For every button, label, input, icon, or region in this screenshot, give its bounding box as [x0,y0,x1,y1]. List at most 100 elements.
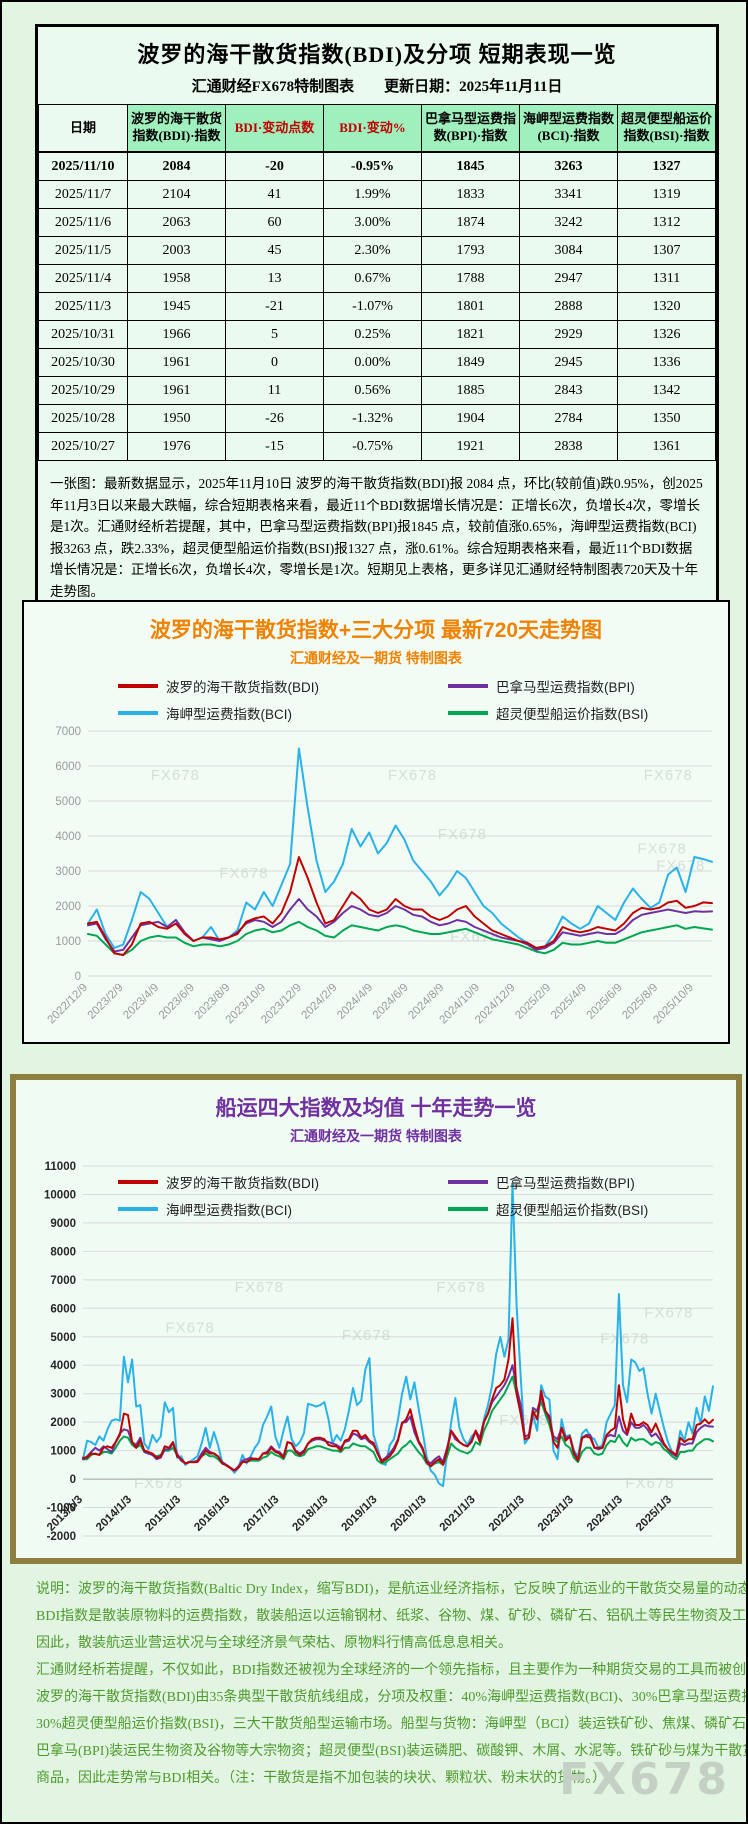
y-tick-label: 1000 [50,1446,76,1458]
table-header-row: 日期 波罗的海干散货 指数(BDI)·指数 BDI·变动点数 BDI·变动% 巴拿马型运… [38,104,716,153]
table-cell: 2025/10/27 [38,432,128,461]
table-cell: -1.07% [323,292,422,321]
table-cell: 2025/10/30 [38,348,128,377]
note-line: 30%超灵便型船运价指数(BSI)，三大干散货船型运输市场。船型与货物：海岬型（… [36,1717,748,1732]
table-note: 一张图：最新数据显示，2025年11月10日 波罗的海干散货指数(BDI)报 2… [50,476,703,599]
y-tick-label: 1000 [55,936,81,948]
chart-10y-legend: 波罗的海干散货指数(BDI) 巴拿马型运费指数(BPI) 海岬型运费指数(BCI) 超… [46,1172,706,1219]
table-cell: 2025/11/6 [38,208,128,237]
chart-720-title: 波罗的海干散货指数+三大分项 最新720天走势图 [149,619,603,642]
legend-item-bdi: 波罗的海干散货指数(BDI) [46,1172,376,1192]
table-cell: -0.95% [323,151,422,181]
table-row: 2025/10/31 1966 5 0.25% 1821 2929 1326 [38,320,716,349]
legend-item-bsi: 超灵便型船运价指数(BSI) [376,1199,706,1219]
y-tick-label: 5000 [55,796,81,808]
table-cell: 11 [225,376,324,405]
series-bdi [82,1317,714,1472]
table-subtitle: 汇通财经FX678特制图表 更新日期：2025年11月11日 [191,79,563,95]
column-header: BDI·变动% [323,104,422,153]
x-tick-label: 2022/12/9 [45,982,90,1027]
x-tick-label: 2018/1/3 [290,1494,330,1534]
legend-item-bci: 海岬型运费指数(BCI) [46,703,376,723]
table-row: 2025/10/29 1961 11 0.56% 1885 2843 1342 [38,376,716,405]
x-tick-label: 2016/1/3 [192,1494,232,1534]
table-cell: 1945 [127,292,226,321]
table-cell: 0 [225,348,324,377]
table-cell: 1976 [127,432,226,461]
fx678-watermark: FX678 [342,1327,391,1344]
fx678-watermark: FX678 [625,1475,674,1492]
table-cell: 60 [225,208,324,237]
column-header: BDI·变动点数 [225,104,324,153]
table-cell: -15 [225,432,324,461]
y-tick-label: 3000 [55,866,81,878]
y-tick-label: -2000 [47,1531,76,1543]
table-cell: 2084 [127,151,226,181]
fx678-watermark: FX678 [219,865,268,882]
x-tick-label: 2020/1/3 [389,1494,429,1534]
table-cell: 1319 [617,180,716,209]
series-bdi [87,856,713,956]
table-cell: 3084 [519,236,618,265]
table-row: 2025/10/30 1961 0 0.00% 1849 2945 1336 [38,348,716,377]
table-cell: 1833 [421,180,520,209]
note-line: BDI指数是散装原物料的运费指数，散装船运以运输钢材、纸浆、谷物、煤、矿砂、磷矿… [36,1609,747,1624]
fx678-watermark: FX678 [600,1331,649,1348]
x-tick-label: 2022/1/3 [487,1494,527,1534]
legend-label: 巴拿马型运费指数(BPI) [496,1176,635,1191]
legend-item-bsi: 超灵便型船运价指数(BSI) [376,703,706,723]
legend-label: 巴拿马型运费指数(BPI) [496,680,635,695]
y-tick-label: 0 [70,1474,76,1486]
y-tick-label: 0 [75,971,81,983]
table-cell: 0.00% [323,348,422,377]
table-cell: 1336 [617,348,716,377]
x-tick-label: 2014/1/3 [94,1494,134,1534]
legend-swatch-bpi [448,1180,488,1184]
table-cell: 1793 [421,236,520,265]
x-tick-label: 2024/1/3 [585,1494,625,1534]
column-header: 波罗的海干散货 指数(BDI)·指数 [127,104,226,153]
table-cell: -0.75% [323,432,422,461]
table-cell: 3263 [519,151,618,181]
table-cell: 1958 [127,264,226,293]
table-cell: 2843 [519,376,618,405]
note-line: 汇通财经析若提醒，不仅如此，BDI指数还被视为全球经济的一个领先指标，且主要作为… [36,1663,748,1678]
y-tick-label: 2000 [55,901,81,913]
legend-item-bci: 海岬型运费指数(BCI) [46,1199,376,1219]
fx678-watermark: FX678 [436,1279,485,1296]
table-cell: 3341 [519,180,618,209]
note-line: 巴拿马(BPI)装运民生物资及谷物等大宗物资；超灵便型(BSI)装运磷肥、碳酸钾… [36,1744,748,1759]
table-row: 2025/11/7 2104 41 1.99% 1833 3341 1319 [38,180,716,209]
y-tick-label: -1000 [47,1503,76,1515]
legend-item-bpi: 巴拿马型运费指数(BPI) [376,1172,706,1192]
table-cell: 2025/11/3 [38,292,128,321]
table-cell: 1821 [421,320,520,349]
table-cell: 1904 [421,404,520,433]
note-line: 商品，因此走势常与BDI相关。（注：干散货是指不加包装的块状、颗粒状、粉末状的货… [36,1771,607,1786]
legend-label: 海岬型运费指数(BCI) [166,1203,292,1218]
column-header: 海岬型运费指数 (BCI)·指数 [519,104,618,153]
table-cell: 1307 [617,236,716,265]
x-tick-label: 2025/2/9 [513,982,553,1022]
legend-swatch-bci [118,1207,158,1211]
legend-swatch-bdi [118,1180,158,1184]
table-cell: 1326 [617,320,716,349]
y-tick-label: 4000 [55,831,81,843]
y-tick-label: 10000 [44,1189,76,1201]
legend-swatch-bsi [448,1207,488,1211]
fx678-watermark: FX678 [637,841,686,858]
chart-10y-svg: -2000 -1000 0 1000 2000 3000 4000 5000 6000 7000 8… [44,1161,714,1543]
legend-item-bdi: 波罗的海干散货指数(BDI) [46,676,376,696]
table-cell: 2838 [519,432,618,461]
table-cell: 1311 [617,264,716,293]
column-header: 巴拿马型运费指 数(BPI)·指数 [421,104,520,153]
table-cell: 3242 [519,208,618,237]
column-header: 超灵便型船运价 指数(BSI)·指数 [617,104,716,153]
table-cell: 0.56% [323,376,422,405]
table-cell: 1.99% [323,180,422,209]
table-cell: 2025/11/10 [38,151,128,181]
footer-notes: 说明：波罗的海干散货指数(Baltic Dry Index，缩写BDI)，是航运… [2,1576,748,1792]
fx678-watermark: FX678 [388,767,437,784]
x-tick-label: 2023/2/9 [86,982,126,1022]
